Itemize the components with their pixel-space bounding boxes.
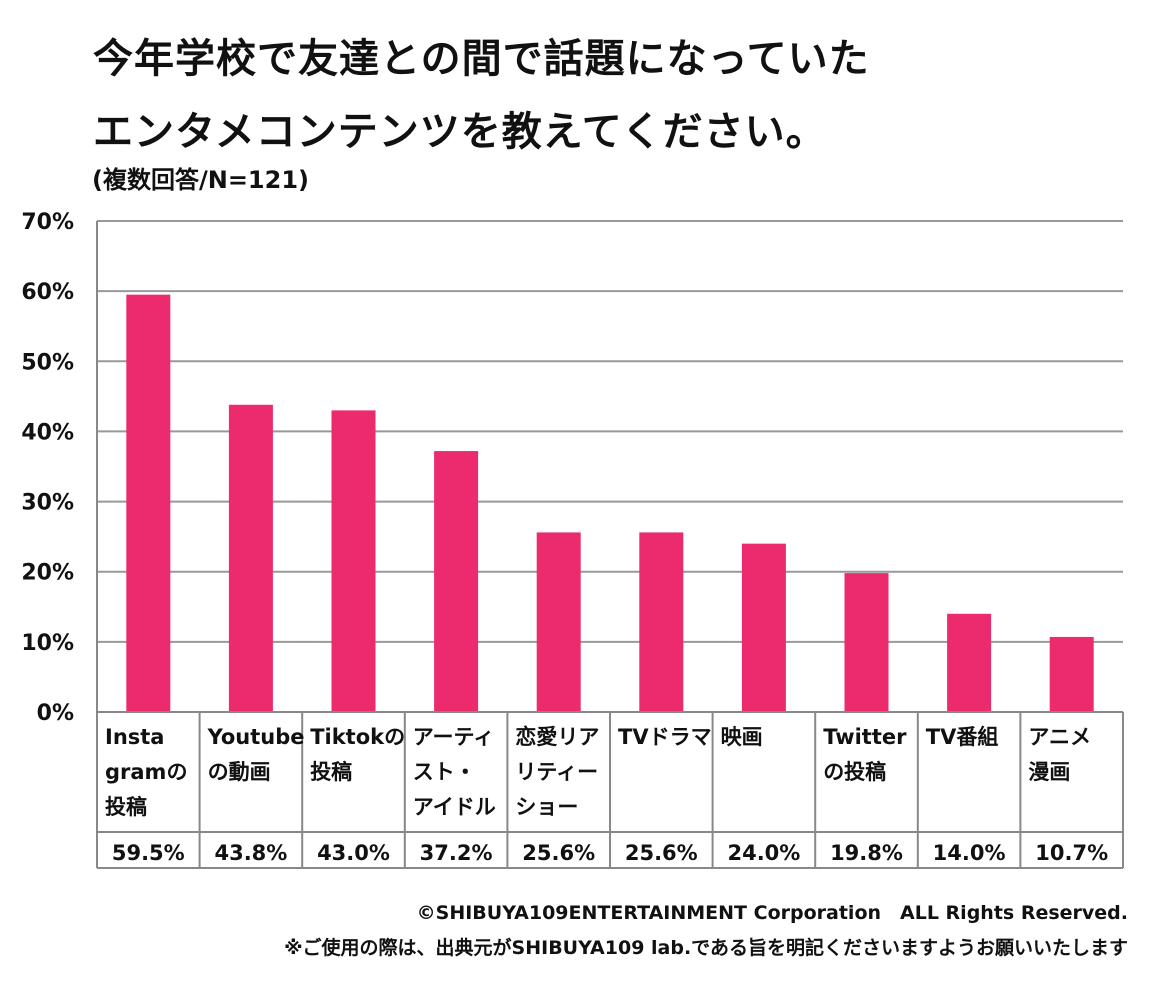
value-label-7: 24.0% xyxy=(727,841,800,865)
bar-9 xyxy=(947,613,992,712)
category-label-8: Twitter の投稿 xyxy=(823,725,907,784)
bar-2 xyxy=(228,404,273,712)
value-label-8: 19.8% xyxy=(830,841,903,865)
y-tick-label: 0% xyxy=(37,701,74,726)
bar-8 xyxy=(844,573,889,712)
value-label-4: 37.2% xyxy=(420,841,493,865)
category-label-7: 映画 xyxy=(721,725,763,749)
bar-7 xyxy=(741,543,786,712)
copyright-notice: ©SHIBUYA109ENTERTAINMENT Corporation ALL… xyxy=(416,902,1128,924)
y-tick-label: 10% xyxy=(21,631,74,656)
bars xyxy=(126,294,1094,712)
y-tick-label: 70% xyxy=(21,210,74,235)
y-tick-label: 40% xyxy=(21,420,74,445)
y-tick-label: 60% xyxy=(21,280,74,305)
value-label-3: 43.0% xyxy=(317,841,390,865)
data-table xyxy=(97,711,1124,869)
value-label-2: 43.8% xyxy=(214,841,287,865)
value-label-9: 14.0% xyxy=(933,841,1006,865)
category-labels: Insta gramの投稿 Youtube の動画Tiktokの投稿アーティスト・アイ… xyxy=(105,725,1091,819)
category-label-10: アニメ漫画 xyxy=(1028,725,1091,784)
y-tick-label: 20% xyxy=(21,561,74,586)
bar-3 xyxy=(331,410,376,712)
y-tick-label: 50% xyxy=(21,350,74,375)
value-labels: 59.5% 43.8% 43.0% 37.2% 25.6% 25.6% 24.0% 19.8%… xyxy=(112,841,1108,865)
bar-chart: 0% 10% 20% 30% 40% 50% 60% 70% Insta gramの投稿 Yout… xyxy=(21,210,1124,869)
value-label-1: 59.5% xyxy=(112,841,185,865)
y-axis-ticks: 0% 10% 20% 30% 40% 50% 60% 70% xyxy=(21,210,74,726)
bar-5 xyxy=(536,532,581,712)
category-label-1: Insta gramの投稿 xyxy=(105,725,187,819)
chart-subtitle: (複数回答/N=121) xyxy=(92,166,309,194)
value-label-10: 10.7% xyxy=(1035,841,1108,865)
y-tick-label: 30% xyxy=(21,491,74,516)
category-label-2: Youtube の動画 xyxy=(207,725,305,784)
bar-1 xyxy=(126,294,171,712)
category-label-9: TV番組 xyxy=(926,725,999,749)
category-label-4: アーティスト・アイドル xyxy=(413,725,496,819)
bar-4 xyxy=(434,451,479,712)
value-label-5: 25.6% xyxy=(522,841,595,865)
category-label-3: Tiktokの投稿 xyxy=(310,725,405,784)
chart-title-line-1: 今年学校で友達との間で話題になっていた xyxy=(93,36,870,82)
bar-6 xyxy=(639,532,684,712)
value-label-6: 25.6% xyxy=(625,841,698,865)
usage-note: ※ご使用の際は、出典元がSHIBUYA109 lab.である旨を明記くださいます… xyxy=(284,937,1128,959)
chart-title-line-2: エンタメコンテンツを教えてください。 xyxy=(93,109,827,155)
category-label-6: TVドラマ xyxy=(618,725,712,749)
bar-10 xyxy=(1049,636,1094,712)
category-label-5: 恋愛リアリティーショー xyxy=(515,725,599,819)
